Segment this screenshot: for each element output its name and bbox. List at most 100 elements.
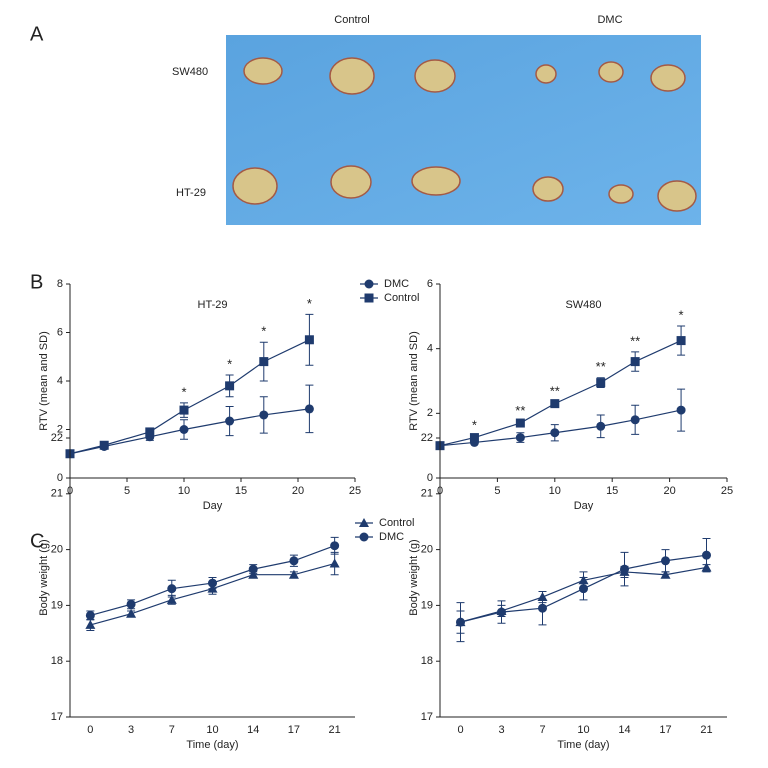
x-tick-label: 17	[659, 724, 671, 736]
marker	[497, 607, 506, 617]
marker	[85, 610, 95, 620]
chart-title: HT-29	[198, 299, 228, 311]
marker	[515, 418, 525, 428]
marker	[248, 569, 259, 579]
y-tick-label: 2	[57, 423, 63, 435]
marker	[596, 421, 606, 431]
tumors	[232, 57, 697, 212]
marker	[330, 541, 340, 551]
x-tick-label: 10	[178, 485, 190, 497]
legend-label: DMC	[379, 531, 404, 543]
marker	[126, 599, 136, 609]
marker	[661, 556, 670, 566]
y-tick-label: 2	[427, 407, 433, 419]
x-axis-label: Day	[574, 500, 594, 512]
marker	[225, 416, 235, 426]
series-line	[69, 339, 310, 455]
y-tick-label: 18	[421, 655, 433, 667]
y-axis-label: Body weight (g)	[38, 539, 50, 615]
x-tick-label: 20	[663, 485, 675, 497]
significance: *	[679, 307, 684, 322]
marker	[304, 404, 314, 414]
significance: **	[596, 359, 606, 374]
x-tick-label: 7	[169, 724, 175, 736]
y-tick-label: 19	[421, 599, 433, 611]
marker	[660, 569, 671, 579]
y-tick-label: 22	[51, 432, 63, 444]
x-tick-label: 14	[618, 724, 630, 736]
x-tick-label: 21	[329, 724, 341, 736]
legend-label: Control	[379, 517, 414, 529]
y-tick-label: 0	[57, 472, 63, 484]
x-tick-label: 7	[539, 724, 545, 736]
x-tick-label: 5	[124, 485, 130, 497]
x-tick-label: 25	[721, 485, 733, 497]
x-tick-label: 20	[292, 485, 304, 497]
y-tick-label: 18	[51, 655, 63, 667]
marker	[225, 381, 235, 391]
marker	[620, 564, 629, 574]
marker	[596, 378, 606, 388]
marker	[538, 603, 547, 613]
marker	[469, 433, 479, 443]
marker	[248, 564, 258, 574]
x-tick-label: 14	[247, 724, 259, 736]
marker	[166, 594, 177, 604]
marker	[329, 558, 340, 568]
marker	[702, 550, 711, 560]
x-tick-label: 3	[128, 724, 134, 736]
y-tick-label: 17	[51, 711, 63, 723]
significance: *	[472, 417, 477, 432]
x-tick-label: 10	[577, 724, 589, 736]
significance: *	[261, 324, 266, 339]
legend-marker	[359, 532, 369, 542]
significance: **	[550, 383, 560, 398]
y-tick-label: 20	[421, 544, 433, 556]
marker	[550, 399, 560, 409]
panel-label: C	[30, 530, 44, 552]
panel-label: A	[30, 23, 44, 45]
legend-marker	[364, 279, 374, 289]
significance: *	[181, 384, 186, 399]
x-axis-label: Time (day)	[186, 739, 238, 751]
marker	[515, 433, 525, 443]
photo: Control DMC SW480 HT-29	[172, 14, 701, 225]
marker	[304, 335, 314, 345]
x-tick-label: 10	[549, 485, 561, 497]
marker	[676, 405, 686, 415]
chart-title: SW480	[565, 299, 601, 311]
y-tick-label: 6	[57, 326, 63, 338]
marker	[259, 410, 269, 420]
marker	[630, 357, 640, 367]
marker	[259, 357, 269, 367]
x-tick-label: 10	[206, 724, 218, 736]
marker	[126, 608, 137, 618]
significance: *	[307, 296, 312, 311]
y-tick-label: 8	[57, 278, 63, 290]
y-tick-label: 6	[427, 278, 433, 290]
x-axis-label: Time (day)	[557, 739, 609, 751]
marker	[630, 415, 640, 425]
x-tick-label: 21	[700, 724, 712, 736]
marker	[289, 556, 299, 566]
legend-marker	[364, 293, 374, 303]
marker	[579, 584, 588, 594]
significance: **	[630, 333, 640, 348]
y-axis-label: Body weight (g)	[408, 539, 420, 615]
row-label: HT-29	[176, 187, 206, 199]
x-tick-label: 0	[87, 724, 93, 736]
y-tick-label: 20	[51, 544, 63, 556]
legend-marker	[359, 518, 369, 527]
x-tick-label: 17	[288, 724, 300, 736]
column-label: Control	[334, 14, 369, 26]
x-tick-label: 25	[349, 485, 361, 497]
significance: **	[515, 403, 525, 418]
panel-label: B	[30, 271, 43, 293]
marker	[99, 440, 109, 450]
marker	[456, 617, 465, 627]
marker	[288, 569, 299, 579]
column-label: DMC	[597, 14, 622, 26]
y-tick-label: 4	[427, 343, 433, 355]
y-tick-label: 22	[421, 432, 433, 444]
